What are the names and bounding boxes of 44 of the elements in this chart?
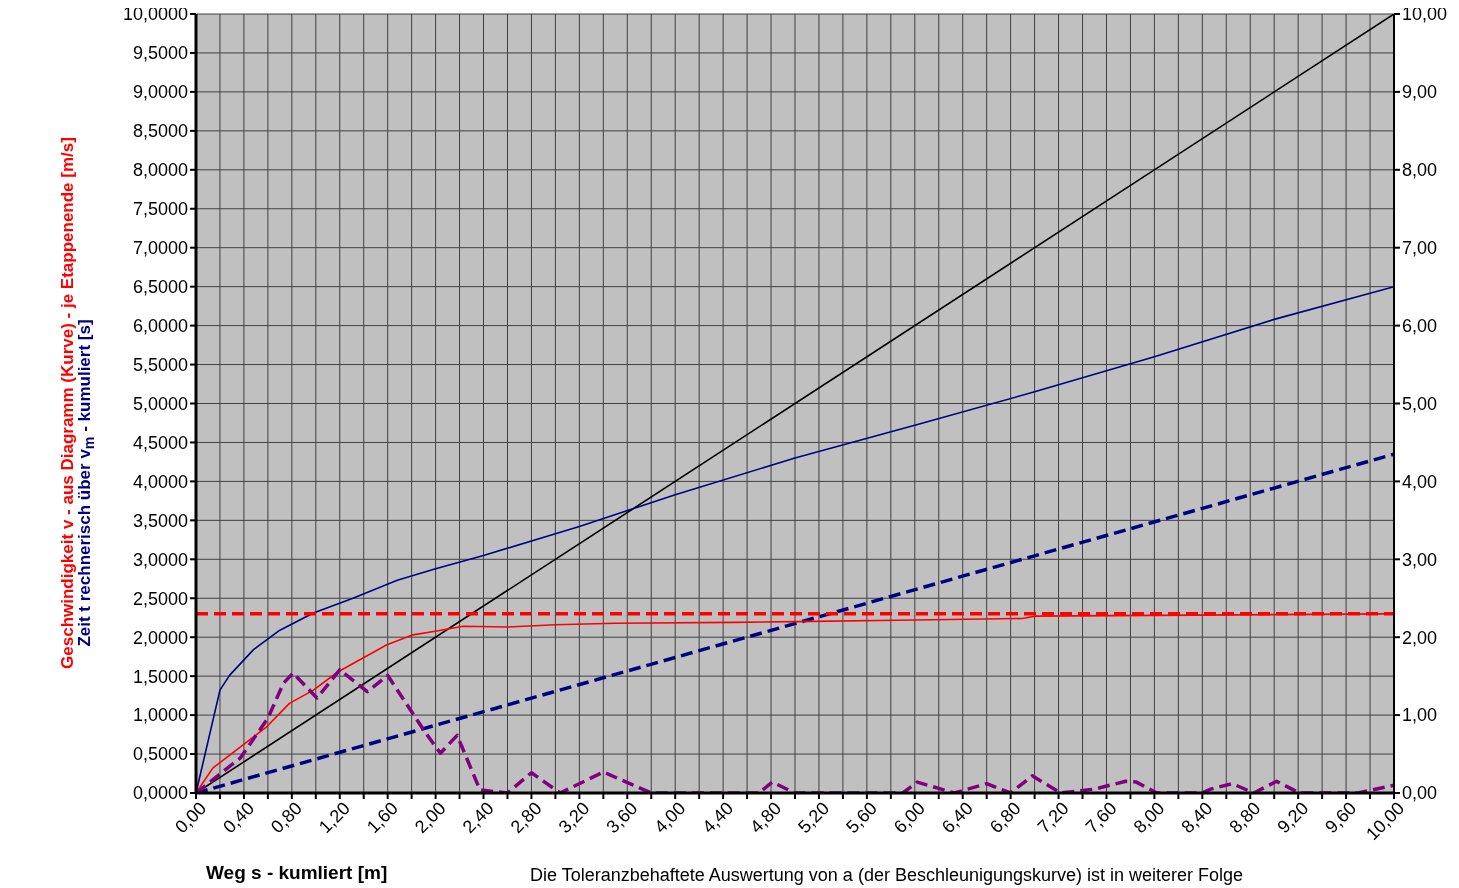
x-tick-label: 0,40 [219,798,259,838]
y-tick-label: 7,0000 [132,238,188,259]
y-tick-label: 6,0000 [132,315,188,336]
x-tick-label: 4,00 [650,798,690,838]
x-tick-label: 4,40 [698,798,738,838]
y-tick-label: 9,5000 [132,43,188,64]
y2-tick-label: 3,00 [1402,549,1438,570]
y2-tick-label: 2,00 [1402,627,1438,648]
x-tick-label: 6,40 [937,798,977,838]
y-tick-label: 8,5000 [132,121,188,142]
y-tick-label: 2,0000 [132,627,188,648]
x-tick-label: 4,80 [746,798,786,838]
y-tick-label: 1,0000 [132,705,188,726]
y2-tick-label: 9,00 [1402,82,1438,103]
y-tick-label: 3,0000 [132,549,188,570]
y2-tick-label: 4,00 [1402,471,1438,492]
y2-tick-label: 0,00 [1402,783,1438,804]
y-tick-label: 4,5000 [132,432,188,453]
x-tick-label: 6,80 [985,798,1025,838]
x-tick-label: 6,00 [890,798,929,838]
y-tick-label: 7,5000 [132,199,188,220]
y2-tick-label: 8,00 [1402,160,1438,181]
y-tick-label: 4,0000 [132,471,188,492]
y2-tick-label: 10,00 [1402,4,1448,25]
y-tick-label: 3,5000 [132,510,188,531]
y2-tick-label: 7,00 [1402,238,1438,259]
y-tick-label: 2,5000 [132,588,188,609]
x-tick-label: 0,80 [267,798,306,838]
y-tick-label: 1,5000 [132,666,188,687]
y2-tick-label: 1,00 [1402,705,1438,726]
text: Die Toleranzbehaftete Auswertung von a (der Beschleunigungskurve) ist in weiterer Folge [530,865,1244,886]
y-tick-label: 8,0000 [132,160,188,181]
y2-tick-label: 5,00 [1402,393,1438,414]
x-tick-label: 7,20 [1033,798,1073,838]
y-tick-label: 0,5000 [132,744,188,765]
y-axis-title: Geschwindigkeit v - aus Diagramm (Kurve) - je Etappenende [m/s] [58,137,78,669]
y2-tick-label: 6,00 [1402,315,1438,336]
y-tick-label: 10,0000 [122,4,188,25]
y-tick-label: 9,0000 [132,82,188,103]
x-tick-label: 7,60 [1081,798,1121,838]
y-tick-label: 5,5000 [132,354,188,375]
x-axis-title: Weg s - kumliert [m] [206,862,388,884]
y-tick-label: 6,5000 [132,277,188,298]
y-tick-label: 5,0000 [132,393,188,414]
